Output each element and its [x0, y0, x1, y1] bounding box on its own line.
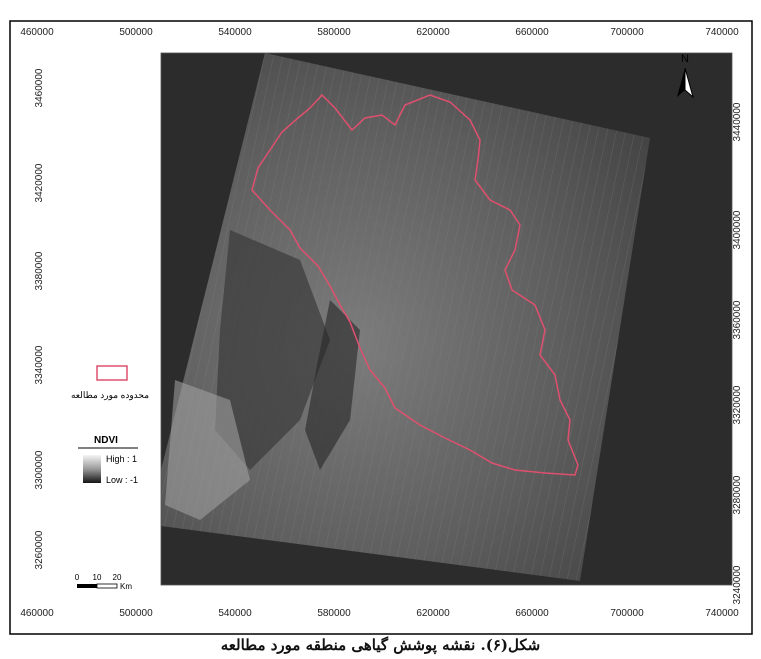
left-tick-label: 3340000 — [34, 345, 45, 384]
north-arrow-icon — [677, 68, 685, 97]
north-label: N — [681, 53, 689, 65]
scale-label: 10 — [93, 573, 102, 582]
bottom-axis: 460000 500000 540000 580000 620000 66000… — [20, 608, 739, 619]
bottom-tick-label: 740000 — [705, 608, 739, 619]
top-tick-label: 500000 — [119, 27, 153, 38]
right-tick-label: 3320000 — [732, 385, 743, 424]
figure-caption: شکل(۶). نقشه پوشش گیاهی منطقه مورد مطالع… — [220, 636, 541, 654]
right-tick-label: 3360000 — [732, 300, 743, 339]
ndvi-high-label: High : 1 — [106, 454, 137, 464]
bottom-tick-label: 700000 — [610, 608, 644, 619]
top-tick-label: 540000 — [218, 27, 252, 38]
top-tick-label: 460000 — [20, 27, 54, 38]
raster-light-patch — [165, 380, 250, 520]
left-tick-label: 3260000 — [34, 530, 45, 569]
scale-segment-black — [77, 584, 97, 588]
top-tick-label: 580000 — [317, 27, 351, 38]
raster-dark-patch — [215, 230, 330, 470]
study-area-boundary — [251, 93, 579, 476]
legend-ndvi: NDVI High : 1 Low : -1 — [78, 435, 138, 485]
left-tick-label: 3460000 — [34, 68, 45, 107]
bottom-tick-label: 660000 — [515, 608, 549, 619]
top-tick-label: 700000 — [610, 27, 644, 38]
north-arrow: N — [677, 53, 694, 99]
ndvi-ramp — [83, 455, 101, 483]
top-axis: 460000 500000 540000 580000 620000 66000… — [20, 27, 739, 38]
scale-label: 0 — [75, 573, 80, 582]
bottom-tick-label: 580000 — [317, 608, 351, 619]
raster-dark-ridge — [305, 300, 360, 470]
boundary-label: محدوده مورد مطالعه — [71, 390, 149, 401]
right-tick-label: 3280000 — [732, 475, 743, 514]
left-tick-label: 3420000 — [34, 163, 45, 202]
scale-segment-white — [96, 583, 118, 589]
right-tick-label: 3240000 — [732, 565, 743, 604]
scale-bar: 0 10 20 Km — [75, 573, 133, 591]
left-tick-label: 3380000 — [34, 251, 45, 290]
raster-texture — [161, 53, 650, 581]
ndvi-low-label: Low : -1 — [106, 475, 138, 485]
scale-label: 20 — [113, 573, 122, 582]
ndvi-title: NDVI — [94, 435, 118, 446]
scale-unit: Km — [120, 582, 132, 591]
boundary-swatch — [96, 365, 128, 381]
top-tick-label: 660000 — [515, 27, 549, 38]
right-tick-label: 3400000 — [732, 210, 743, 249]
right-axis: 3440000 3400000 3360000 3320000 3280000 … — [732, 102, 743, 604]
top-tick-label: 740000 — [705, 27, 739, 38]
top-tick-label: 620000 — [416, 27, 450, 38]
bottom-tick-label: 500000 — [119, 608, 153, 619]
bottom-tick-label: 540000 — [218, 608, 252, 619]
bottom-tick-label: 620000 — [416, 608, 450, 619]
legend-boundary: محدوده مورد مطالعه — [71, 365, 149, 401]
bottom-tick-label: 460000 — [20, 608, 54, 619]
north-arrow-icon-outline — [684, 67, 694, 99]
right-tick-label: 3440000 — [732, 102, 743, 141]
map-extent — [160, 52, 733, 586]
left-axis: 3460000 3420000 3380000 3340000 3300000 … — [34, 68, 45, 569]
left-tick-label: 3300000 — [34, 450, 45, 489]
